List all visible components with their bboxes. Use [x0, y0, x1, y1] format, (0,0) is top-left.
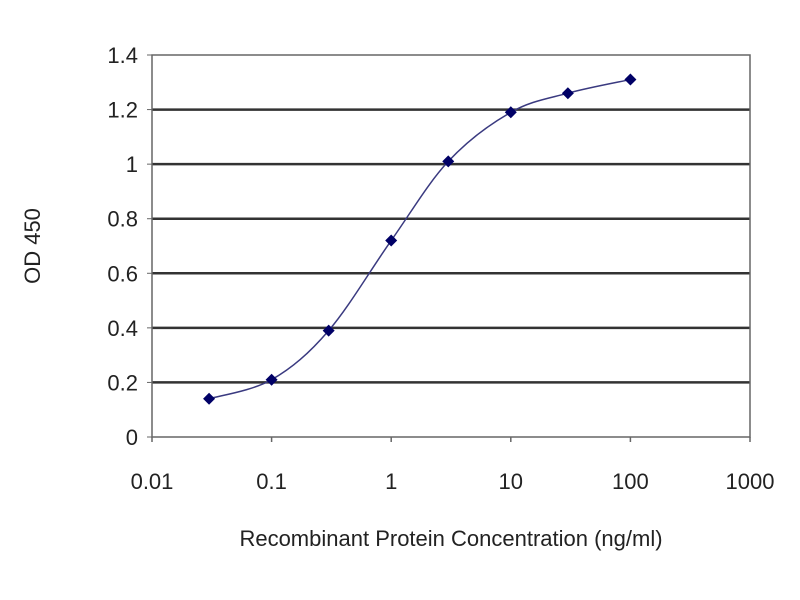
x-tick-label: 0.01	[131, 469, 174, 494]
data-point	[203, 392, 216, 405]
y-axis-label: OD 450	[20, 208, 45, 284]
plot-area-border	[151, 54, 751, 438]
y-axis-ticks: 0 0.2 0.4 0.6 0.8 1 1.2 1.4	[107, 43, 152, 450]
data-point	[442, 155, 455, 168]
y-tick-label: 0	[126, 425, 138, 450]
y-tick-label: 1	[126, 152, 138, 177]
data-point	[504, 106, 517, 119]
x-tick-label: 100	[612, 469, 649, 494]
y-tick-label: 0.8	[107, 207, 138, 232]
y-tick-label: 0.4	[107, 316, 138, 341]
series	[203, 73, 637, 405]
data-point	[624, 73, 637, 86]
x-axis-label: Recombinant Protein Concentration (ng/ml…	[239, 526, 662, 551]
y-tick-label: 0.2	[107, 370, 138, 395]
x-tick-label: 1	[385, 469, 397, 494]
series-line	[208, 78, 631, 400]
x-axis-ticks: 0.01 0.1 1 10 100 1000	[131, 437, 775, 494]
gridlines	[152, 108, 750, 384]
data-point	[561, 87, 574, 100]
data-point	[322, 324, 335, 337]
y-tick-label: 1.4	[107, 43, 138, 68]
x-tick-label: 1000	[726, 469, 775, 494]
y-tick-label: 0.6	[107, 261, 138, 286]
x-tick-label: 10	[499, 469, 523, 494]
data-point	[265, 373, 278, 386]
data-point	[385, 234, 398, 247]
y-tick-label: 1.2	[107, 98, 138, 123]
x-tick-label: 0.1	[256, 469, 287, 494]
